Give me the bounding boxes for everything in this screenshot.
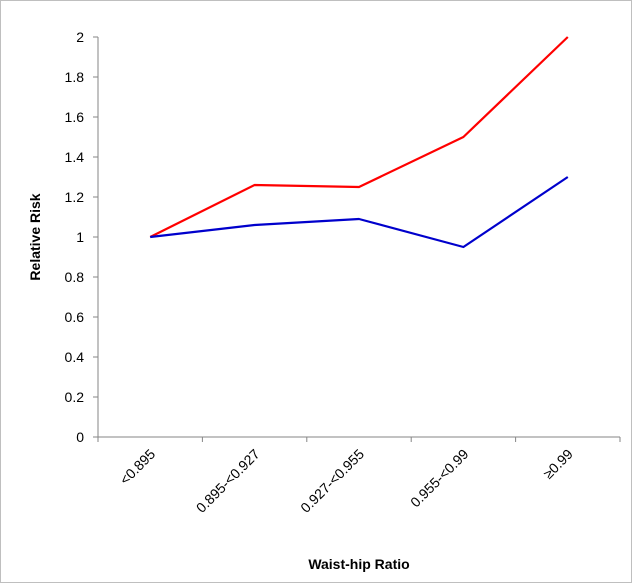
axes: [97, 37, 620, 438]
x-tick-label: 0.927-<0.955: [297, 446, 367, 516]
x-ticks: <0.895 0.895-<0.927 0.927-<0.955 0.955-<0.9…: [97, 437, 621, 516]
y-tick-label: 0.6: [65, 309, 85, 325]
y-tick-label: 0.8: [65, 269, 85, 285]
series-group: [149, 36, 569, 249]
y-tick-label: 0.2: [65, 389, 85, 405]
x-tick-label: 0.895-<0.927: [193, 446, 263, 516]
y-tick-label: 1: [76, 229, 84, 245]
y-axis-title: Relative Risk: [27, 193, 43, 280]
x-tick-label: <0.895: [116, 446, 158, 488]
x-tick-label: 0.955-<0.99: [407, 446, 472, 511]
x-tick-label: ≥0.99: [540, 446, 576, 482]
y-tick-label: 1.4: [65, 149, 85, 165]
series-line-2: [150, 176, 569, 249]
series-line-1: [149, 36, 569, 238]
x-axis-title: Waist-hip Ratio: [308, 556, 409, 572]
y-tick-label: 0.4: [65, 349, 85, 365]
y-tick-label: 0: [76, 429, 84, 445]
y-ticks: 0 0.2 0.4 0.6 0.8 1 1.2 1.4 1.6 1.8 2: [65, 29, 98, 445]
y-tick-label: 1.6: [65, 109, 85, 125]
y-tick-label: 2: [76, 29, 84, 45]
y-tick-label: 1.2: [65, 189, 85, 205]
y-tick-label: 1.8: [65, 69, 85, 85]
